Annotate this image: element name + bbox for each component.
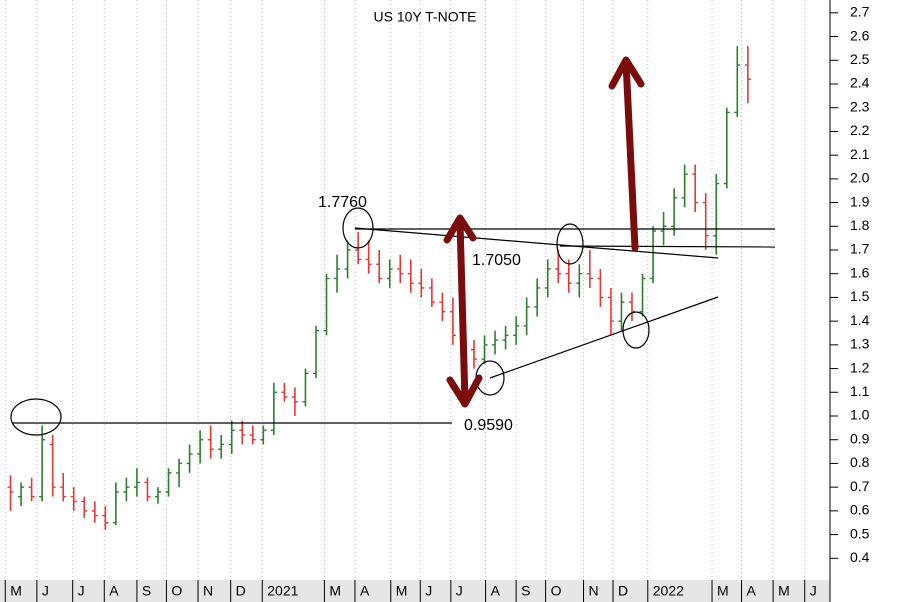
x-tick-label: 2022 — [653, 583, 684, 599]
y-tick-label: 1.0 — [850, 407, 870, 423]
y-tick-label: 2.5 — [850, 51, 870, 67]
x-tick-label: M — [778, 583, 790, 599]
y-tick-label: 0.9 — [850, 430, 870, 446]
circle — [622, 311, 650, 349]
y-tick-label: 1.6 — [850, 264, 870, 280]
trend-lines — [10, 207, 776, 436]
y-tick-label: 1.8 — [850, 217, 870, 233]
grid — [4, 0, 806, 580]
trend-line — [489, 296, 719, 379]
x-tick-label: A — [747, 583, 757, 599]
x-tick-label: A — [360, 583, 370, 599]
x-tick-label: D — [236, 583, 246, 599]
x-tick-label: M — [10, 583, 22, 599]
x-axis-band — [0, 580, 830, 602]
circle — [556, 223, 584, 265]
x-tick-label: J — [425, 583, 432, 599]
annotation: 0.9590 — [464, 417, 513, 434]
y-tick-label: 0.8 — [850, 454, 870, 470]
y-tick-label: 1.4 — [850, 312, 870, 328]
x-tick-label: A — [109, 583, 119, 599]
x-tick-label: A — [491, 583, 501, 599]
x-tick-label: 2021 — [267, 583, 298, 599]
x-tick-label: J — [42, 583, 49, 599]
trend-line — [354, 227, 719, 259]
y-tick-label: 2.3 — [850, 98, 870, 114]
x-tick-label: O — [171, 583, 182, 599]
x-tick-label: J — [456, 583, 463, 599]
y-tick-label: 1.3 — [850, 336, 870, 352]
x-tick-label: M — [329, 583, 341, 599]
circle — [342, 207, 374, 249]
y-tick-label: 1.1 — [850, 383, 870, 399]
y-tick-label: 2.6 — [850, 27, 870, 43]
x-tick-label: J — [810, 583, 817, 599]
x-tick-label: N — [203, 583, 213, 599]
y-tick-label: 2.2 — [850, 122, 870, 138]
x-tick-label: M — [396, 583, 408, 599]
y-tick-label: 0.5 — [850, 525, 870, 541]
annotation: 1.7050 — [472, 252, 521, 269]
y-tick-label: 2.7 — [850, 4, 870, 20]
x-tick-label: D — [618, 583, 628, 599]
double-arrow — [443, 214, 483, 408]
y-tick-label: 2.4 — [850, 75, 870, 91]
y-tick-label: 0.6 — [850, 502, 870, 518]
y-tick-label: 1.5 — [850, 288, 870, 304]
chart-title: US 10Y T-NOTE — [374, 9, 477, 25]
x-tick-label: S — [142, 583, 151, 599]
circle — [10, 398, 62, 436]
y-tick-label: 1.2 — [850, 359, 870, 375]
annotation: 1.7760 — [318, 194, 367, 211]
up-arrow — [608, 56, 645, 252]
x-tick-label: J — [78, 583, 85, 599]
arrows — [443, 56, 645, 408]
y-tick-label: 1.9 — [850, 193, 870, 209]
y-tick-label: 0.4 — [850, 549, 870, 565]
x-tick-label: M — [717, 583, 729, 599]
x-tick-label: N — [589, 583, 599, 599]
x-tick-label: S — [521, 583, 530, 599]
resistance-line — [559, 245, 776, 248]
x-tick-label: O — [551, 583, 562, 599]
y-tick-label: 2.0 — [850, 170, 870, 186]
y-tick-label: 0.7 — [850, 478, 870, 494]
y-tick-label: 1.7 — [850, 241, 870, 257]
y-tick-label: 2.1 — [850, 146, 870, 162]
